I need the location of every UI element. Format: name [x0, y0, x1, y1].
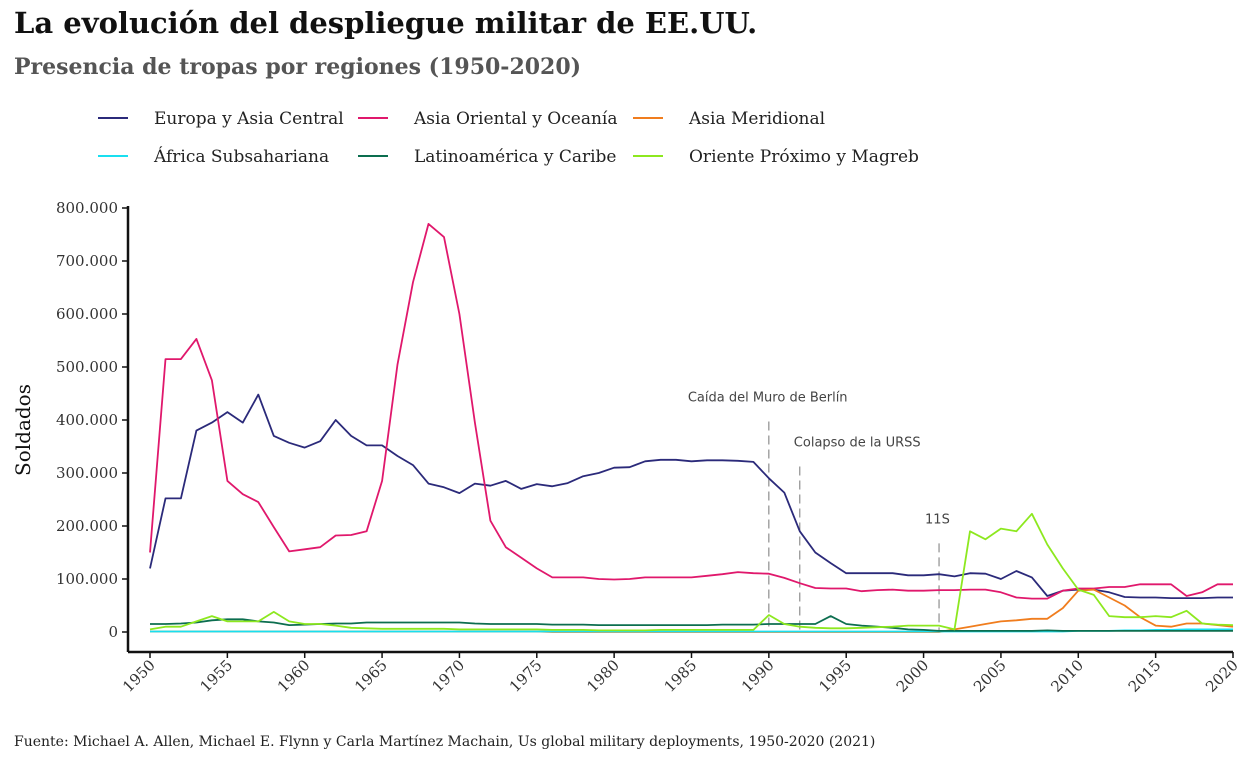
x-tick-label: 1950: [119, 656, 159, 696]
x-tick-label: 1985: [661, 656, 701, 696]
legend: Europa y Asia Central Asia Oriental y Oce…: [98, 109, 919, 167]
y-tick-label: 0: [108, 623, 118, 641]
y-tick-label: 300.000: [56, 464, 118, 482]
y-tick-label: 200.000: [56, 517, 118, 535]
chart-subtitle: Presencia de tropas por regiones (1950-2…: [14, 54, 582, 80]
y-tick-label: 100.000: [56, 570, 118, 588]
annotation-label: 11S: [925, 512, 950, 527]
legend-label: Asia Meridional: [688, 109, 825, 129]
x-tick-label: 1960: [274, 656, 314, 696]
x-tick-label: 2000: [893, 656, 933, 696]
series-group: [149, 222, 1234, 633]
y-tick-label: 700.000: [56, 252, 118, 270]
x-tick-label: 1995: [815, 656, 855, 696]
series-line: [149, 512, 1234, 632]
y-tick-label: 500.000: [56, 358, 118, 376]
legend-label: Asia Oriental y Oceanía: [413, 109, 617, 129]
annotations: Caída del Muro de Berlín Colapso de la UR…: [688, 390, 950, 632]
x-tick-label: 1970: [429, 656, 469, 696]
legend-label: Europa y Asia Central: [154, 109, 344, 129]
series-line: [150, 628, 1233, 633]
legend-label: Latinoamérica y Caribe: [414, 147, 616, 167]
series-line: [149, 222, 1233, 600]
x-tick-label: 1975: [506, 656, 546, 696]
annotation-label: Caída del Muro de Berlín: [688, 390, 848, 405]
x-tick-label: 1990: [738, 656, 778, 696]
legend-label: África Subsahariana: [153, 146, 329, 167]
x-tick-label: 2005: [970, 656, 1010, 696]
x-tick-label: 1955: [196, 656, 236, 696]
x-tick-label: 2015: [1125, 656, 1165, 696]
y-tick-label: 600.000: [56, 305, 118, 323]
x-tick-label: 2010: [1047, 656, 1087, 696]
x-tick-label: 1980: [583, 656, 623, 696]
annotation-label: Colapso de la URSS: [794, 436, 921, 451]
series-line: [149, 393, 1233, 599]
y-tick-label: 800.000: [56, 199, 118, 217]
source-note: Fuente: Michael A. Allen, Michael E. Fly…: [14, 734, 876, 750]
y-tick-label: 400.000: [56, 411, 118, 429]
legend-label: Oriente Próximo y Magreb: [689, 147, 919, 167]
y-axis-label: Soldados: [11, 384, 35, 476]
chart-title: La evolución del despliegue militar de E…: [14, 6, 758, 40]
series-line: [150, 615, 1233, 632]
x-tick-label: 2020: [1202, 656, 1242, 696]
x-tick-label: 1965: [351, 656, 391, 696]
